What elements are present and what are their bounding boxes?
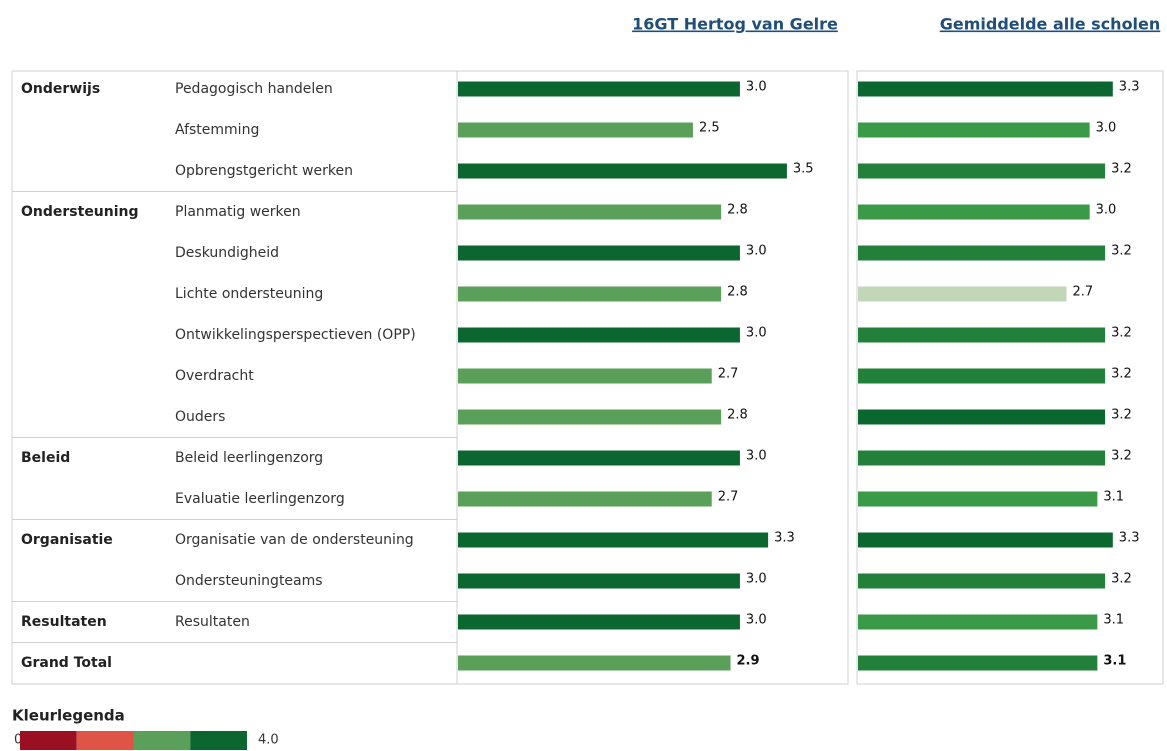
value-label: 3.2: [1111, 408, 1132, 423]
value-label: 3.0: [746, 572, 767, 587]
legend-title: Kleurlegenda: [12, 707, 125, 725]
value-label: 2.7: [718, 367, 739, 382]
bar: [858, 368, 1106, 384]
bar: [858, 655, 1098, 671]
legend-swatch: [76, 731, 134, 750]
bar: [458, 163, 787, 179]
bar: [858, 614, 1098, 630]
category-label: Evaluatie leerlingenzorg: [175, 491, 345, 507]
bar: [858, 327, 1106, 343]
category-label: Organisatie van de ondersteuning: [175, 532, 414, 548]
bar: [858, 573, 1106, 589]
category-label: Opbrengstgericht werken: [175, 163, 353, 179]
value-label: 3.3: [1119, 80, 1140, 95]
bar: [858, 163, 1106, 179]
category-label: Deskundigheid: [175, 245, 279, 261]
category-label: Afstemming: [175, 122, 259, 138]
category-label: Planmatig werken: [175, 204, 301, 220]
value-label: 3.0: [1096, 121, 1117, 136]
group-label: Beleid: [21, 450, 70, 466]
value-label: 2.7: [1072, 285, 1093, 300]
value-label: 3.1: [1103, 654, 1126, 669]
category-label: Beleid leerlingenzorg: [175, 450, 323, 466]
value-label: 3.2: [1111, 572, 1132, 587]
value-label: 3.0: [746, 80, 767, 95]
value-label: 3.0: [746, 326, 767, 341]
group-label: Grand Total: [21, 655, 112, 671]
value-label: 3.0: [1096, 203, 1117, 218]
bar: [858, 245, 1106, 261]
panel-title[interactable]: 16GT Hertog van Gelre: [632, 15, 838, 34]
value-label: 2.5: [699, 121, 720, 136]
bar: [858, 286, 1067, 302]
group-label: Resultaten: [21, 614, 107, 630]
bar: [458, 368, 712, 384]
value-label: 3.0: [746, 449, 767, 464]
bar: [858, 409, 1106, 425]
legend-swatch: [133, 731, 191, 750]
value-label: 2.9: [737, 654, 760, 669]
bar: [458, 532, 769, 548]
bar: [458, 409, 722, 425]
bar: [458, 450, 740, 466]
value-label: 2.8: [727, 408, 748, 423]
group-label: Organisatie: [21, 532, 113, 548]
category-label: Ondersteuningteams: [175, 573, 323, 589]
bar: [458, 122, 693, 138]
value-label: 3.2: [1111, 326, 1132, 341]
category-label: Ouders: [175, 409, 225, 425]
value-label: 3.2: [1111, 162, 1132, 177]
bar: [858, 450, 1106, 466]
value-label: 3.2: [1111, 367, 1132, 382]
value-label: 3.0: [746, 613, 767, 628]
bar: [858, 491, 1098, 507]
value-label: 2.8: [727, 203, 748, 218]
value-label: 3.1: [1103, 613, 1124, 628]
bar: [458, 573, 740, 589]
bar: [858, 81, 1113, 97]
legend-swatch: [20, 731, 77, 750]
right-panel: [856, 70, 1164, 685]
bar: [458, 245, 740, 261]
legend-swatch: [190, 731, 247, 750]
bar: [458, 81, 740, 97]
bar: [458, 655, 731, 671]
value-label: 3.2: [1111, 244, 1132, 259]
value-label: 2.8: [727, 285, 748, 300]
bar: [458, 491, 712, 507]
left-panel: [456, 70, 849, 685]
bar: [858, 204, 1090, 220]
category-label: Overdracht: [175, 368, 254, 384]
bar: [858, 532, 1113, 548]
bar: [458, 286, 722, 302]
value-label: 3.3: [774, 531, 795, 546]
group-label: Ondersteuning: [21, 204, 139, 220]
category-label: Resultaten: [175, 614, 250, 630]
bar: [458, 614, 740, 630]
category-label: Lichte ondersteuning: [175, 286, 323, 302]
legend-max: 4.0: [258, 733, 279, 748]
value-label: 3.5: [793, 162, 814, 177]
bar: [858, 122, 1090, 138]
bar: [458, 327, 740, 343]
group-label: Onderwijs: [21, 81, 100, 97]
panel-title[interactable]: Gemiddelde alle scholen: [940, 15, 1161, 34]
category-label: Ontwikkelingsperspectieven (OPP): [175, 327, 416, 343]
value-label: 2.7: [718, 490, 739, 505]
value-label: 3.3: [1119, 531, 1140, 546]
value-label: 3.0: [746, 244, 767, 259]
value-label: 3.2: [1111, 449, 1132, 464]
bar: [458, 204, 722, 220]
value-label: 3.1: [1103, 490, 1124, 505]
category-label: Pedagogisch handelen: [175, 81, 333, 97]
